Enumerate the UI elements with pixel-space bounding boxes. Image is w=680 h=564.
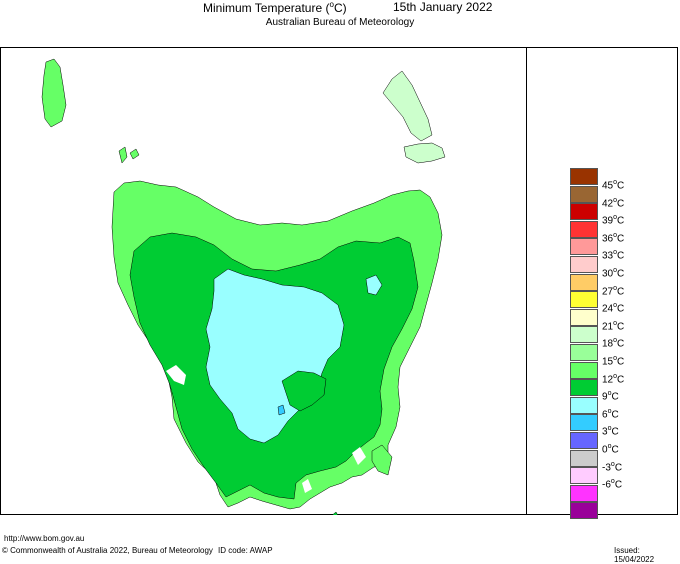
legend-swatch xyxy=(570,449,598,467)
legend-label: 39oC xyxy=(602,214,625,227)
legend-label: 21oC xyxy=(602,319,625,333)
legend-swatch xyxy=(570,256,598,273)
footer-id-code: ID code: AWAP xyxy=(218,546,273,555)
legend-label: 36oC xyxy=(602,231,625,245)
legend-label: 33oC xyxy=(602,249,625,262)
temp-band-9-12-east xyxy=(365,274,383,296)
legend-label: 27oC xyxy=(602,284,625,297)
legend-label: -6oC xyxy=(602,478,623,491)
legend-label: 15oC xyxy=(602,355,625,368)
legend-swatch xyxy=(570,273,598,291)
legend-swatch xyxy=(570,238,598,256)
temp-band-6-9 xyxy=(277,404,286,416)
nw-islet xyxy=(129,148,140,160)
legend-label: 12oC xyxy=(602,372,625,385)
legend-swatch xyxy=(570,308,598,326)
legend-label: 18oC xyxy=(602,337,625,350)
tasmania-map xyxy=(41,58,446,515)
legend-swatch xyxy=(570,396,598,414)
legend-swatch xyxy=(570,326,598,344)
legend-label: 0oC xyxy=(602,443,619,456)
legend-swatch xyxy=(570,502,598,520)
bruny-island xyxy=(371,444,393,476)
legend-swatch xyxy=(570,344,598,361)
legend-swatch xyxy=(570,432,598,449)
legend-swatch xyxy=(570,168,598,185)
legend-swatch xyxy=(570,467,598,485)
king-island xyxy=(41,58,67,128)
legend-divider xyxy=(526,47,527,515)
temp-band-12-15-inner xyxy=(281,370,327,412)
legend-swatch xyxy=(570,185,598,203)
cape-barren-island xyxy=(403,142,446,164)
macquarie-harbour xyxy=(166,365,186,385)
footer-copyright: © Commonwealth of Australia 2022, Bureau… xyxy=(2,546,213,555)
flinders-island xyxy=(382,70,433,142)
title-text: Minimum Temperature (oC) xyxy=(203,0,347,15)
legend-label: 3oC xyxy=(602,425,619,438)
coastal-inlet xyxy=(352,447,366,465)
legend-swatch xyxy=(570,484,598,502)
footer-issued: Issued: 15/04/2022 xyxy=(614,546,655,564)
footer-url[interactable]: http://www.bom.gov.au xyxy=(4,534,85,543)
legend-swatch xyxy=(570,220,598,238)
subtitle: Australian Bureau of Meteorology xyxy=(265,17,415,28)
legend-label: 42oC xyxy=(602,196,625,209)
legend-swatch xyxy=(570,291,598,309)
legend-label: 9oC xyxy=(602,390,619,403)
legend-swatch xyxy=(570,361,598,379)
legend-label: 30oC xyxy=(602,267,625,280)
coastal-inlet xyxy=(302,479,312,493)
legend-swatch xyxy=(570,379,598,397)
title-date: 15th January 2022 xyxy=(393,0,493,14)
legend-label: 45oC xyxy=(602,179,625,192)
legend-label: 6oC xyxy=(602,407,619,421)
legend-swatch xyxy=(570,414,598,432)
legend-label: -3oC xyxy=(602,460,623,473)
nw-islet xyxy=(118,146,128,164)
se-islet xyxy=(332,511,339,515)
legend-swatch xyxy=(570,203,598,221)
legend-label: 24oC xyxy=(602,302,625,315)
chart-title: Minimum Temperature (oC) 15th January 20… xyxy=(0,0,680,15)
